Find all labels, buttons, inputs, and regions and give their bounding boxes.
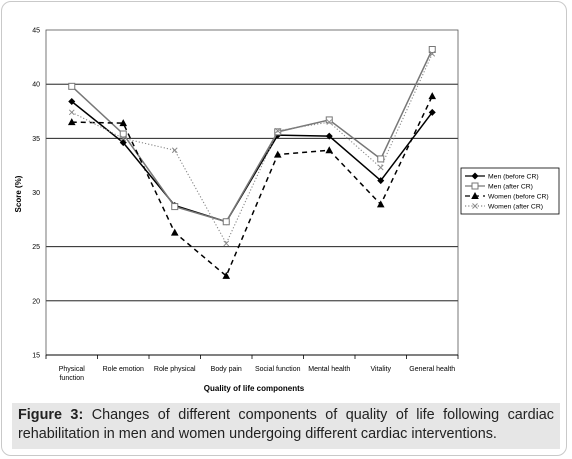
grid-lines	[46, 83, 458, 302]
marker-stroke	[171, 147, 178, 154]
series-men-after-cr	[68, 46, 436, 226]
x-tick-label: Body pain	[211, 366, 242, 373]
x-tick-label: Vitality	[371, 366, 392, 373]
data-point	[376, 200, 385, 208]
data-point	[120, 135, 127, 142]
data-point	[326, 119, 333, 125]
marker-stroke	[377, 164, 384, 171]
data-point	[325, 132, 333, 140]
y-axis-label: Score (%)	[14, 175, 23, 212]
marker-stroke	[326, 119, 333, 125]
data-point	[222, 271, 231, 279]
marker-stroke	[472, 203, 478, 209]
series-lines	[67, 46, 437, 279]
y-tick-label: 30	[32, 190, 40, 197]
y-tick-label: 15	[32, 353, 40, 360]
x-tick-label: Mental health	[308, 366, 350, 373]
data-point	[67, 118, 76, 126]
x-tick-label: Social function	[255, 366, 301, 373]
x-tick-label: function	[59, 375, 84, 382]
marker-stroke	[68, 109, 75, 116]
legend-label: Women (before CR)	[488, 194, 549, 201]
data-point	[222, 218, 230, 226]
series-women-after-cr	[68, 50, 436, 247]
legend-marker	[471, 192, 479, 199]
series-line	[71, 53, 433, 245]
data-point	[119, 130, 127, 138]
marker-stroke	[120, 135, 127, 142]
data-point	[223, 240, 230, 247]
data-point	[428, 108, 436, 116]
data-point	[119, 139, 127, 147]
y-tick-label: 35	[32, 136, 40, 143]
data-point	[68, 98, 76, 105]
data-point	[428, 46, 436, 53]
data-point	[325, 146, 334, 154]
data-point	[377, 177, 385, 185]
data-point	[171, 147, 178, 154]
legend: Men (before CR) Men (after CR) Women (befo…	[460, 167, 560, 215]
data-point	[377, 164, 384, 171]
x-tick-label: General health	[409, 366, 455, 373]
caption-label: Figure 3:	[18, 407, 84, 423]
x-tick-label: Role physical	[154, 366, 196, 373]
data-point	[171, 203, 179, 211]
legend-marker	[472, 203, 478, 209]
x-tick-label: Role emotion	[103, 366, 144, 373]
data-point	[274, 127, 281, 134]
data-point	[273, 150, 282, 158]
tick-labels: 45 40 35 30 25 20 15 Physical function Role emoti…	[32, 28, 455, 383]
legend-label: Men (before CR)	[488, 174, 539, 181]
y-tick-label: 20	[32, 298, 40, 305]
marker-stroke	[429, 50, 436, 57]
x-axis-label: Quality of life components	[204, 384, 305, 393]
data-point	[68, 109, 75, 116]
legend-marker	[471, 172, 479, 180]
data-point	[170, 228, 179, 236]
y-tick-label: 40	[32, 82, 40, 89]
data-point	[377, 155, 385, 163]
axes	[45, 29, 459, 359]
legend-marker	[471, 182, 479, 190]
line-chart: 45 40 35 30 25 20 15 Physical function Role emoti…	[14, 28, 560, 393]
data-point	[428, 92, 437, 100]
plot-area-border	[45, 29, 459, 356]
series-women-before-cr	[67, 92, 437, 279]
y-tick-label: 25	[32, 244, 40, 251]
data-point	[325, 116, 333, 124]
marker-stroke	[223, 240, 230, 247]
series-line	[71, 95, 433, 278]
figure-caption: Figure 3: Changes of different component…	[12, 403, 560, 449]
data-point	[429, 50, 436, 57]
x-tick-label: Physical	[59, 366, 86, 373]
data-point	[68, 82, 76, 90]
y-tick-label: 45	[32, 28, 40, 35]
series-line	[71, 100, 433, 223]
data-point	[119, 119, 128, 127]
legend-label: Men (after CR)	[488, 184, 533, 191]
legend-label: Women (after CR)	[488, 204, 543, 211]
caption-text: Changes of different components of quali…	[18, 407, 554, 442]
series-line	[71, 49, 433, 223]
marker-stroke	[274, 127, 281, 134]
